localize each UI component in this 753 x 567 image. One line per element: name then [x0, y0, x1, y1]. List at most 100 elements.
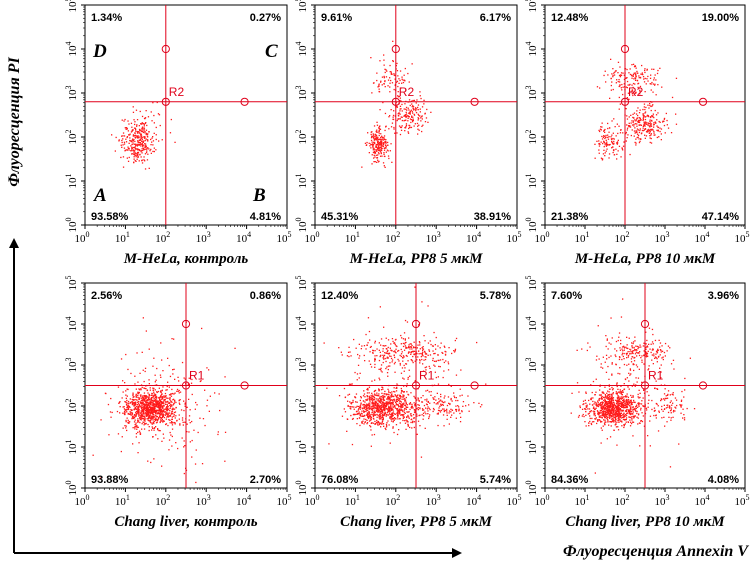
event-dot [142, 149, 145, 151]
event-dot [600, 406, 602, 408]
event-dot [622, 72, 624, 74]
event-dot [637, 121, 639, 123]
event-dot [178, 392, 180, 394]
event-dot [158, 407, 160, 409]
event-dot [422, 348, 424, 350]
event-dot [155, 134, 157, 136]
event-dot [134, 426, 136, 428]
event-dot [626, 137, 628, 139]
event-dot [157, 412, 159, 414]
event-dot [380, 407, 382, 410]
event-dot [368, 408, 370, 410]
gate-handle [470, 97, 479, 106]
event-dot [394, 84, 396, 87]
event-dot [425, 407, 427, 409]
event-dot [607, 421, 609, 423]
event-dot [151, 401, 153, 403]
event-dot [437, 383, 440, 385]
event-dot [436, 392, 438, 394]
event-dot [376, 161, 378, 163]
event-dot [436, 402, 439, 404]
event-dot [424, 351, 426, 353]
event-dot [394, 78, 396, 80]
event-dot [655, 114, 658, 116]
event-dot [440, 409, 443, 412]
event-dot [166, 385, 168, 388]
event-dot [623, 141, 625, 143]
event-dot [622, 404, 625, 406]
event-dot [136, 158, 138, 160]
event-dot [389, 150, 391, 152]
event-dot [171, 411, 173, 413]
event-dot [599, 416, 601, 418]
event-dot [378, 406, 380, 408]
event-dot [141, 140, 143, 142]
event-dot [404, 319, 407, 322]
event-dot [647, 406, 649, 408]
event-dot [141, 160, 143, 162]
event-dot [184, 405, 186, 407]
event-dot [671, 96, 674, 99]
event-dot [369, 416, 372, 418]
event-dot [435, 403, 437, 405]
event-dot [143, 428, 146, 430]
event-dot [373, 136, 375, 138]
event-dot [662, 121, 664, 123]
event-dot [446, 414, 448, 416]
event-dot [605, 81, 607, 83]
event-dot [384, 112, 387, 115]
event-dot [138, 409, 140, 411]
event-dot [159, 399, 161, 402]
event-dot [375, 422, 377, 425]
event-dot [417, 125, 419, 127]
event-dot [366, 413, 369, 415]
event-dot [169, 410, 171, 412]
event-dot [650, 105, 652, 108]
y-tick-label: 103 [64, 358, 79, 373]
event-dot [629, 374, 631, 376]
event-dot [380, 411, 382, 413]
event-dot [157, 419, 159, 422]
event-dot [377, 394, 379, 397]
event-dot [139, 129, 141, 131]
event-dot [131, 418, 133, 420]
event-dot [407, 378, 409, 380]
event-dot [392, 405, 394, 407]
event-dot [636, 125, 638, 127]
event-dot [404, 422, 407, 424]
event-dot [625, 417, 628, 419]
event-dot [190, 382, 193, 384]
event-dot [140, 399, 142, 402]
event-dot [642, 127, 644, 129]
event-dot [424, 353, 427, 355]
event-dot [166, 409, 168, 411]
event-dot [372, 414, 374, 416]
event-dot [387, 85, 389, 87]
event-dot [363, 408, 365, 410]
event-dot [171, 418, 173, 420]
event-dot [427, 413, 429, 415]
event-dot [598, 145, 601, 147]
event-dot [179, 424, 181, 426]
event-dot [390, 402, 392, 405]
event-dot [455, 417, 457, 419]
event-dot [387, 408, 389, 410]
event-dot [138, 413, 140, 415]
event-dot [142, 421, 144, 423]
event-dot [412, 407, 414, 409]
event-dot [633, 125, 635, 127]
event-dot [398, 95, 401, 98]
event-dot [149, 398, 151, 400]
event-dot [158, 397, 160, 399]
event-dot [136, 401, 139, 403]
event-dot [599, 389, 601, 391]
event-dot [378, 141, 380, 144]
event-dot [425, 390, 427, 392]
event-dot [374, 156, 376, 158]
event-dot [363, 405, 365, 408]
event-dot [161, 440, 163, 442]
event-dot [625, 86, 627, 88]
event-dot [626, 412, 628, 415]
event-dot [617, 139, 619, 141]
event-dot [132, 129, 134, 131]
